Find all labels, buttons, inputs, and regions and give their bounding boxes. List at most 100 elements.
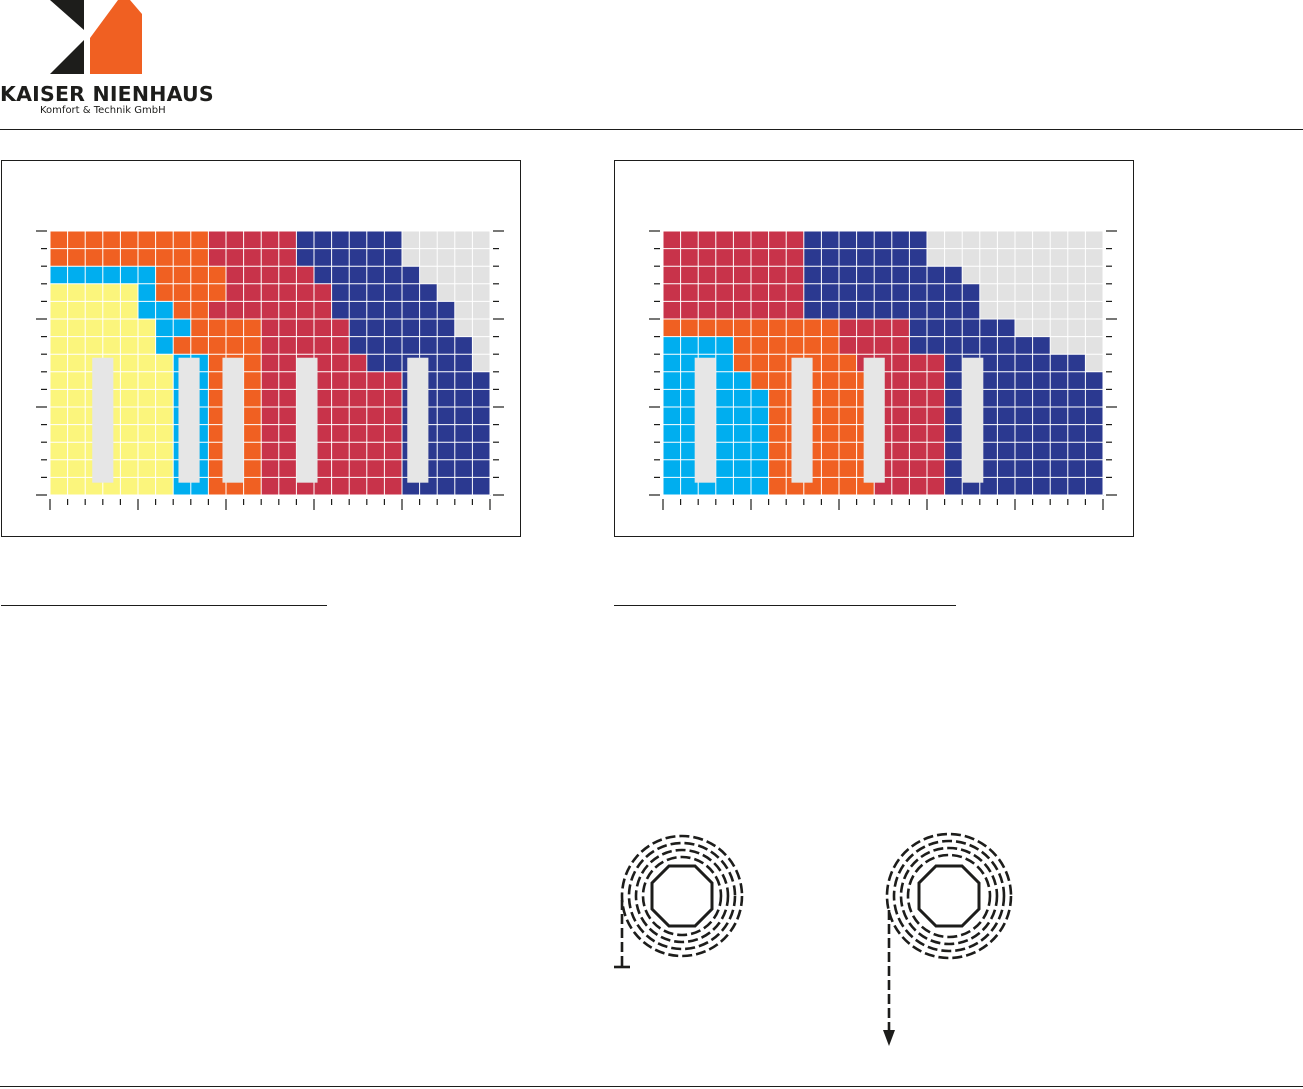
heatmap-cell (437, 248, 456, 267)
heatmap-cell (472, 477, 491, 496)
heatmap-cell (891, 248, 910, 267)
heatmap-cell (715, 354, 734, 373)
heatmap-cell (472, 407, 491, 425)
heatmap-cell (85, 336, 104, 355)
heatmap-cell (680, 319, 699, 337)
heatmap-cell (243, 319, 262, 337)
heatmap-cell (856, 231, 875, 249)
logo-accent-shape (90, 0, 142, 74)
heatmap-cell (874, 319, 893, 337)
heatmap-cell (1032, 248, 1051, 267)
heatmap-cell (715, 231, 734, 249)
company-name: KAISER NIENHAUS (0, 82, 214, 106)
heatmap-cell (366, 231, 385, 249)
heatmap-cell (366, 283, 385, 302)
heatmap-cell (243, 248, 262, 267)
heatmap-cell (437, 459, 456, 478)
heatmap-cell (138, 424, 156, 443)
heatmap-cell (314, 371, 332, 390)
heatmap-cell (437, 389, 456, 408)
heatmap-cell (419, 336, 438, 355)
heatmap-cell (698, 283, 717, 302)
heatmap-cell (698, 231, 717, 249)
heatmap-cell (979, 301, 998, 320)
heatmap-cell (698, 301, 717, 320)
heatmap-cell (454, 477, 473, 496)
heatmap-cell (384, 459, 403, 478)
heatmap-cell (419, 319, 438, 337)
heatmap-cell (261, 371, 280, 390)
heatmap-cell (278, 407, 297, 425)
heatmap-cell (384, 442, 403, 461)
heatmap-cell (680, 424, 699, 443)
heatmap-cell (1085, 319, 1104, 337)
heatmap-cell (1067, 389, 1086, 408)
heatmap-cell (138, 407, 156, 425)
heatmap-cell (839, 354, 857, 373)
heatmap-cell (909, 336, 928, 355)
heatmap-cell (1032, 283, 1051, 302)
heatmap-cell (349, 371, 368, 390)
heatmap-cell (1050, 424, 1069, 443)
heatmap-cell (733, 336, 752, 355)
heatmap-cell (751, 283, 769, 302)
heatmap-cell (331, 248, 350, 267)
heatmap-cell (751, 407, 769, 425)
heatmap-cell (821, 424, 840, 443)
heatmap-cell (1015, 301, 1033, 320)
heatmap-cell (979, 248, 998, 267)
heatmap-cell (208, 336, 227, 355)
heatmap-cell (454, 424, 473, 443)
heatmap-cell (874, 336, 893, 355)
heatmap-cell (120, 231, 139, 249)
coil-ring (899, 846, 999, 946)
heatmap-cell (208, 424, 227, 443)
heatmap-cell (138, 442, 156, 461)
heatmap-cell (155, 231, 174, 249)
heatmap-cell (680, 301, 699, 320)
heatmap-cell (680, 407, 699, 425)
heatmap-cell (472, 442, 491, 461)
heatmap-cell (997, 389, 1016, 408)
heatmap-cell (138, 248, 156, 267)
heatmap-cell (715, 477, 734, 496)
heatmap-cell (768, 371, 787, 390)
heatmap-cell (680, 354, 699, 373)
heatmap-cell (821, 248, 840, 267)
heatmap-cell (1032, 266, 1051, 285)
heatmap-cell (680, 389, 699, 408)
heatmap-cell (909, 283, 928, 302)
heatmap-cell (733, 354, 752, 373)
coil-ring (634, 848, 730, 944)
heatmap-cell (138, 301, 156, 320)
heatmap-cell (962, 283, 981, 302)
heatmap-cell (909, 371, 928, 390)
heatmap-cell (979, 319, 998, 337)
heatmap-cell (680, 266, 699, 285)
pipe-coil-diagram-right (883, 832, 1013, 1046)
heatmap-cell (243, 371, 262, 390)
heatmap-cell (891, 424, 910, 443)
heatmap-cell (768, 459, 787, 478)
heatmap-cell (733, 283, 752, 302)
heatmap-cell (155, 354, 174, 373)
heatmap-cell (768, 389, 787, 408)
marker-bar (962, 357, 984, 483)
heatmap-cell (208, 231, 227, 249)
heatmap-cell (419, 283, 438, 302)
heatmap-cell (366, 319, 385, 337)
heatmap-cell (944, 283, 963, 302)
heatmap-cell (366, 336, 385, 355)
heatmap-cell (366, 424, 385, 443)
heatmap-cell (839, 477, 857, 496)
heatmap-cell (821, 371, 840, 390)
heatmap-cell (1067, 283, 1086, 302)
logo-mark-icon (50, 0, 142, 74)
heatmap-cell (1067, 301, 1086, 320)
heatmap-cell (349, 407, 368, 425)
heatmap-cell (768, 283, 787, 302)
heatmap-cell (384, 266, 403, 285)
heatmap-cell (120, 424, 139, 443)
grid-lines (662, 230, 1104, 496)
heatmap-cell (50, 354, 68, 373)
